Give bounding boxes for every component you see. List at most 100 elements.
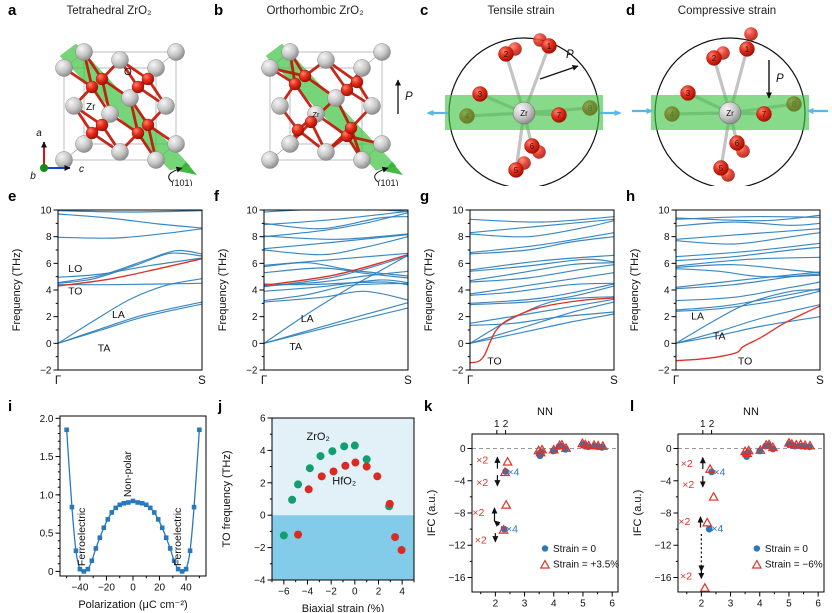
svg-text:2: 2	[260, 478, 266, 489]
data-point	[351, 458, 360, 467]
data-point	[763, 439, 775, 449]
data-point	[502, 456, 513, 466]
data-point	[135, 500, 140, 505]
data-point	[147, 505, 153, 511]
phonon-band-blue	[470, 218, 614, 234]
zr-label: Zr	[86, 102, 96, 113]
zr-atom	[261, 59, 279, 77]
data-point	[498, 524, 509, 534]
data-point	[167, 546, 173, 551]
svg-text:−12: −12	[449, 541, 466, 552]
phonon-band-blue	[264, 212, 408, 238]
multiplicity-label: ×4	[506, 524, 518, 536]
panel-letter-e: e	[8, 188, 17, 205]
zr-label: Zr	[726, 109, 734, 118]
svg-text:−4: −4	[302, 587, 314, 598]
atom-number: 3	[478, 90, 483, 99]
data-point	[341, 461, 350, 470]
svg-text:6: 6	[46, 259, 52, 270]
o-atom	[131, 126, 145, 140]
branch-label: LA	[691, 310, 704, 322]
o-label: O	[124, 67, 132, 78]
panel-letter-j: j	[218, 398, 223, 415]
data-point	[799, 439, 811, 450]
phonon-band-blue	[676, 264, 820, 274]
o-atom	[680, 85, 696, 101]
o-atom	[498, 46, 514, 62]
data-point	[708, 491, 719, 501]
data-point	[597, 440, 609, 450]
data-point	[159, 525, 165, 531]
svg-text:10: 10	[452, 206, 464, 217]
svg-text:8: 8	[664, 232, 670, 243]
svg-text:−8: −8	[660, 509, 672, 520]
phonon-band-blue	[676, 271, 820, 288]
panel-a: a Tetrahedral ZrO₂ (101) O Zr a b c	[6, 2, 212, 186]
svg-text:Γ: Γ	[673, 375, 680, 387]
data-point	[751, 559, 763, 569]
data-point	[187, 548, 193, 554]
zr-atom	[147, 59, 165, 77]
zr-atom	[353, 151, 371, 169]
zr-atom	[718, 101, 742, 125]
legend-label: Strain = +3.5%	[553, 559, 619, 570]
multiplicity-label: ×2	[472, 507, 484, 519]
plane-arrow-tip	[178, 162, 197, 175]
data-point	[171, 558, 177, 563]
o-atom	[706, 50, 722, 66]
svg-text:8: 8	[46, 232, 52, 243]
phonon-band-blue	[264, 216, 408, 230]
data-point	[500, 499, 512, 509]
zr-atom	[121, 89, 139, 107]
svg-text:20: 20	[154, 583, 166, 594]
phonon-band-blue	[676, 232, 820, 245]
panel-letter-l: l	[630, 398, 635, 415]
svg-text:Frequency (THz): Frequency (THz)	[423, 249, 435, 332]
data-point	[548, 444, 559, 454]
atom-number: 7	[557, 111, 562, 120]
nn-tick-label: 2	[709, 419, 715, 430]
phonon-band-blue	[264, 234, 408, 250]
svg-text:0.5: 0.5	[40, 529, 54, 540]
panel-f: f −2 0 2 4 6 8 10 Γ S Frequency (THz) LA TA	[212, 188, 418, 396]
o-atom	[340, 83, 354, 97]
zr-atom	[363, 97, 381, 115]
panel-i: i 0 0.5 1.0 1.5 2.0 −40 −20 0 20 40 Polarization (…	[6, 398, 216, 612]
phonon-band-blue	[470, 264, 614, 283]
zr-label: Zr	[520, 109, 528, 118]
data-point	[391, 533, 400, 542]
branch-label: TA	[713, 330, 726, 342]
svg-text:−2: −2	[325, 587, 337, 598]
svg-text:4: 4	[252, 286, 258, 297]
zr-atom	[55, 59, 73, 77]
energy-vs-polarization-chart: 0 0.5 1.0 1.5 2.0 −40 −20 0 20 40 Polarization (μC…	[40, 414, 207, 611]
svg-text:0: 0	[46, 339, 52, 350]
data-point	[499, 466, 511, 477]
panel-letter-d: d	[626, 2, 636, 19]
svg-text:0: 0	[666, 444, 672, 455]
svg-text:IFC (a.u.): IFC (a.u.)	[426, 490, 438, 536]
phonon-band-blue	[470, 216, 614, 223]
phonon-band-blue	[676, 228, 820, 240]
panel-c: c Tensile strain 48123567ZrP	[418, 2, 624, 186]
phonon-band-blue	[58, 301, 202, 344]
panel-e: e −2 0 2 4 6 8 10 Γ S Frequency (THz) LO TO LA TA	[6, 188, 212, 396]
branch-label: LA	[112, 309, 125, 321]
panel-letter-g: g	[420, 188, 430, 205]
svg-text:2: 2	[664, 312, 670, 323]
svg-text:S: S	[198, 375, 206, 387]
svg-text:4: 4	[458, 286, 464, 297]
zr-atom	[111, 51, 129, 69]
o-atom	[95, 118, 109, 132]
phonon-band-blue	[264, 307, 408, 344]
data-point	[130, 498, 136, 504]
multiplicity-label: ×4	[507, 466, 519, 478]
zr-atom	[271, 97, 289, 115]
phonon-dispersion-tensile: −2 0 2 4 6 8 10 Γ S Frequency (THz) TO	[423, 206, 618, 388]
phonon-band-blue	[264, 290, 408, 303]
svg-text:2: 2	[252, 312, 258, 323]
data-point	[163, 535, 169, 541]
o-atom	[288, 77, 302, 91]
multiplicity-label: ×4	[713, 467, 725, 479]
